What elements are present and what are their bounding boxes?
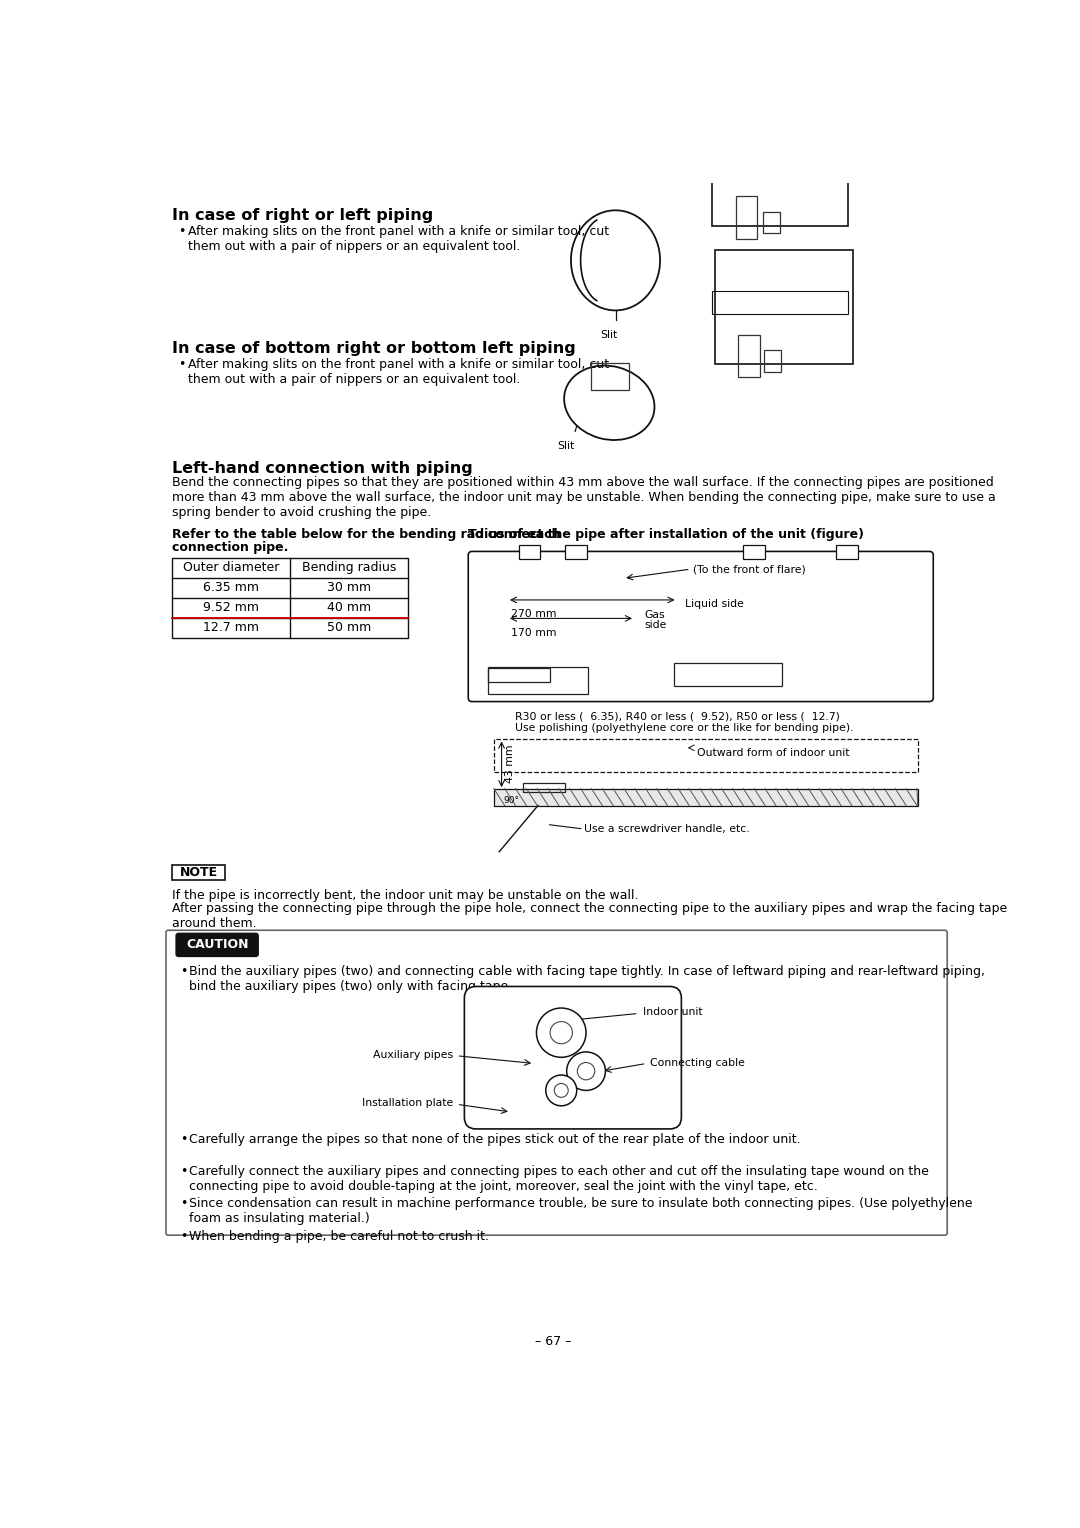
Text: •: • [178, 225, 186, 238]
Text: 43 mm: 43 mm [504, 744, 515, 784]
Bar [488, 668, 550, 683]
Bar [591, 362, 630, 390]
Text: •: • [180, 1166, 187, 1178]
Bar [494, 738, 918, 772]
Text: Outward form of indoor unit: Outward form of indoor unit [697, 747, 849, 758]
Text: 50 mm: 50 mm [327, 622, 372, 634]
Text: •: • [180, 1132, 187, 1146]
Text: After passing the connecting pipe through the pipe hole, connect the connecting : After passing the connecting pipe throug… [172, 902, 1008, 929]
Text: After making slits on the front panel with a knife or similar tool, cut
them out: After making slits on the front panel wi… [188, 358, 609, 387]
Text: R30 or less (  6.35), R40 or less (  9.52), R50 or less (  12.7): R30 or less ( 6.35), R40 or less ( 9.52)… [515, 712, 839, 721]
Text: 90°: 90° [503, 796, 518, 805]
Text: 9.52 mm: 9.52 mm [203, 601, 259, 614]
Circle shape [545, 1076, 577, 1106]
Text: Installation plate: Installation plate [362, 1099, 453, 1108]
Bar [518, 545, 540, 559]
Bar [715, 251, 852, 364]
Text: NOTE: NOTE [179, 866, 217, 879]
Text: Slit: Slit [557, 440, 575, 451]
Text: In case of right or left piping: In case of right or left piping [172, 208, 433, 223]
Text: Left-hand connection with piping: Left-hand connection with piping [172, 460, 473, 475]
FancyBboxPatch shape [469, 552, 933, 701]
Text: To connect the pipe after installation of the unit (figure): To connect the pipe after installation o… [469, 529, 864, 541]
Text: •: • [180, 964, 187, 978]
Text: Indoor unit: Indoor unit [643, 1007, 702, 1018]
Bar [172, 558, 408, 637]
Bar [738, 335, 759, 377]
Bar [172, 865, 225, 880]
Text: Connecting cable: Connecting cable [650, 1057, 745, 1068]
Bar [565, 545, 586, 559]
FancyBboxPatch shape [166, 931, 947, 1235]
Bar [674, 663, 782, 686]
Bar [713, 292, 848, 315]
Text: 6.35 mm: 6.35 mm [203, 581, 259, 594]
Bar [743, 545, 765, 559]
Text: Since condensation can result in machine performance trouble, be sure to insulat: Since condensation can result in machine… [189, 1198, 973, 1225]
Bar [836, 545, 859, 559]
Text: Use a screwdriver handle, etc.: Use a screwdriver handle, etc. [584, 824, 751, 834]
Bar [762, 212, 780, 234]
Text: Auxiliary pipes: Auxiliary pipes [373, 1050, 453, 1060]
Text: CAUTION: CAUTION [186, 938, 248, 952]
Text: In case of bottom right or bottom left piping: In case of bottom right or bottom left p… [172, 341, 576, 356]
Text: Bend the connecting pipes so that they are positioned within 43 mm above the wal: Bend the connecting pipes so that they a… [172, 475, 996, 520]
FancyBboxPatch shape [464, 987, 681, 1129]
Text: •: • [180, 1230, 187, 1242]
Text: Gas
side: Gas side [644, 610, 666, 631]
Text: Liquid side: Liquid side [685, 599, 744, 608]
Bar [523, 784, 565, 793]
Text: Bind the auxiliary pipes (two) and connecting cable with facing tape tightly. In: Bind the auxiliary pipes (two) and conne… [189, 964, 985, 993]
Text: – 67 –: – 67 – [536, 1334, 571, 1348]
Bar [494, 788, 918, 805]
Text: Refer to the table below for the bending radius of each: Refer to the table below for the bending… [172, 529, 561, 541]
Text: When bending a pipe, be careful not to crush it.: When bending a pipe, be careful not to c… [189, 1230, 489, 1242]
Bar [735, 197, 757, 238]
Text: Use polishing (polyethylene core or the like for bending pipe).: Use polishing (polyethylene core or the … [515, 723, 853, 733]
Text: Outer diameter: Outer diameter [183, 561, 280, 575]
Text: Slit: Slit [600, 330, 618, 339]
Text: •: • [178, 358, 186, 371]
Text: Bending radius: Bending radius [301, 561, 396, 575]
Text: Carefully connect the auxiliary pipes and connecting pipes to each other and cut: Carefully connect the auxiliary pipes an… [189, 1166, 929, 1193]
Text: 270 mm: 270 mm [511, 610, 556, 619]
Text: 30 mm: 30 mm [327, 581, 370, 594]
Text: 170 mm: 170 mm [511, 628, 556, 637]
Text: (To the front of flare): (To the front of flare) [693, 564, 806, 575]
Bar [765, 350, 781, 371]
Text: Carefully arrange the pipes so that none of the pipes stick out of the rear plat: Carefully arrange the pipes so that none… [189, 1132, 801, 1146]
Text: 40 mm: 40 mm [327, 601, 370, 614]
Text: If the pipe is incorrectly bent, the indoor unit may be unstable on the wall.: If the pipe is incorrectly bent, the ind… [172, 889, 638, 903]
Text: •: • [180, 1198, 187, 1210]
FancyBboxPatch shape [176, 934, 258, 957]
Circle shape [537, 1008, 586, 1057]
Circle shape [567, 1051, 606, 1091]
Text: After making slits on the front panel with a knife or similar tool, cut
them out: After making slits on the front panel wi… [188, 225, 609, 254]
Text: connection pipe.: connection pipe. [172, 541, 288, 553]
Text: 12.7 mm: 12.7 mm [203, 622, 259, 634]
Bar [488, 666, 589, 694]
Bar [713, 115, 848, 226]
